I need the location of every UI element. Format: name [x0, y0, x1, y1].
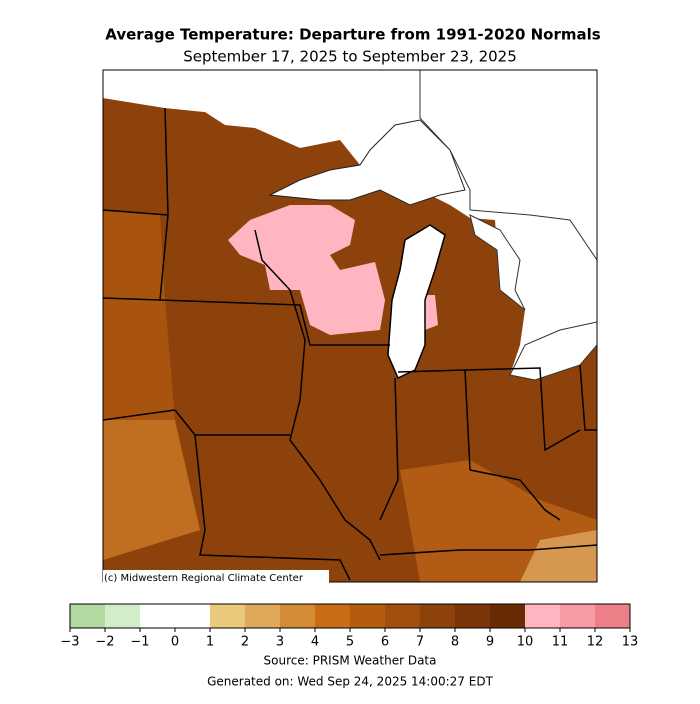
- colorbar-tick-label: 13: [622, 635, 639, 650]
- subtitle: September 17, 2025 to September 23, 2025: [183, 48, 517, 66]
- land-shade: [103, 210, 175, 420]
- colorbar-tick-label: 8: [451, 635, 459, 650]
- colorbar-tick-label: 11: [552, 635, 569, 650]
- colorbar-tick-label: 6: [381, 635, 389, 650]
- map-frame: [102, 69, 598, 583]
- colorbar-cell: [70, 604, 105, 628]
- source: Source: PRISM Weather Data: [264, 654, 437, 668]
- lake-michigan: [387, 224, 446, 380]
- colorbar-tick-label: 3: [276, 635, 284, 650]
- colorbar-cell: [455, 604, 490, 628]
- canada-north: [103, 70, 235, 112]
- land-shade: [520, 530, 597, 582]
- map: (c) Midwestern Regional Climate Center: [102, 69, 598, 584]
- colorbar-tick-label: 1: [206, 635, 214, 650]
- state-lines: [103, 107, 597, 581]
- colorbar-cell: [315, 604, 350, 628]
- colorbar-cell: [175, 604, 210, 628]
- colorbar-tick-label: 10: [517, 635, 534, 650]
- colorbar-tick-label: 9: [486, 635, 494, 650]
- colorbar-cell: [210, 604, 245, 628]
- colorbar-cell: [245, 604, 280, 628]
- credit-box: [103, 570, 329, 584]
- colorbar-tick-label: −3: [60, 635, 79, 650]
- colorbar-cell: [280, 604, 315, 628]
- colorbar-tick-label: 5: [346, 635, 354, 650]
- colorbar-tick-label: 4: [311, 635, 319, 650]
- credit: (c) Midwestern Regional Climate Center: [104, 573, 304, 584]
- colorbar-cell: [525, 604, 560, 628]
- colorbar-cell: [350, 604, 385, 628]
- pink-area: [228, 205, 385, 335]
- colorbar-tick-label: 7: [416, 635, 424, 650]
- title: Average Temperature: Departure from 1991…: [105, 26, 600, 44]
- land-shade: [103, 420, 200, 560]
- colorbar-cell: [595, 604, 630, 628]
- colorbar-cell: [490, 604, 525, 628]
- generated: Generated on: Wed Sep 24, 2025 14:00:27 …: [207, 675, 493, 689]
- canada: [419, 70, 597, 381]
- colorbar: −3 −2 −1 0 1 2 3 4 5 6 7 8 9 10 11 12 13: [60, 603, 639, 650]
- colorbar-cell: [140, 604, 175, 628]
- colorbar-tick-label: −1: [130, 635, 149, 650]
- colorbar-cell: [560, 604, 595, 628]
- colorbar-tick-label: 2: [241, 635, 249, 650]
- colorbar-tick-label: −2: [95, 635, 114, 650]
- lake-huron: [469, 214, 526, 311]
- colorbar-cell: [105, 604, 140, 628]
- colorbar-tick-label: 0: [171, 635, 179, 650]
- colorbar-cell: [420, 604, 455, 628]
- colorbar-tick-label: 12: [587, 635, 604, 650]
- colorbar-cell: [385, 604, 420, 628]
